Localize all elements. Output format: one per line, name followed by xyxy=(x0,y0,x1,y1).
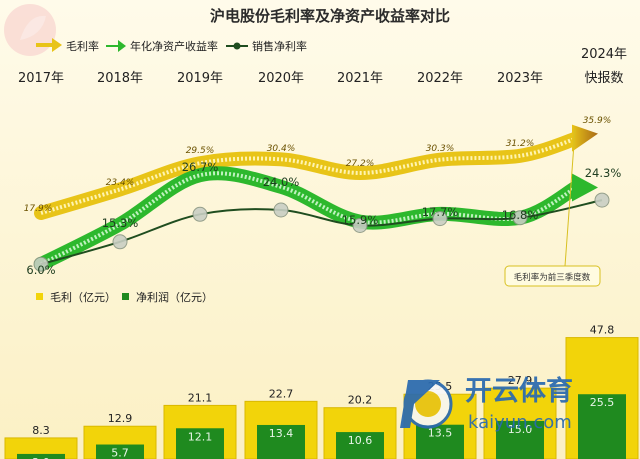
watermark-brand: 开云体育 xyxy=(465,375,573,407)
net-margin-point-3 xyxy=(273,202,289,218)
line-legend: 毛利率 年化净资产收益率 销售净利率 xyxy=(36,38,307,53)
gross-margin-label-2: 29.5% xyxy=(186,146,215,156)
net-profit-label-3: 13.4 xyxy=(269,427,294,440)
net-profit-label-0: 2.0 xyxy=(32,456,50,459)
gross-margin-ribbon-highlight xyxy=(40,136,577,215)
gross-margin-label-3: 30.4% xyxy=(267,144,296,154)
net-profit-bar-3 xyxy=(257,424,305,459)
gross-profit-label-3: 22.7 xyxy=(269,387,294,400)
roe-ribbon-highlight xyxy=(40,171,578,266)
annotation-text: 毛利率为前三季度数 xyxy=(514,272,591,283)
year-label-last-1: 快报数 xyxy=(584,71,623,86)
net-profit-bar-1 xyxy=(96,444,144,459)
annotation: 毛利率为前三季度数 xyxy=(504,129,601,287)
legend-gross-margin: 毛利率 xyxy=(36,38,99,53)
year-label-0: 2017年 xyxy=(18,71,64,86)
roe-label-3: 24.0% xyxy=(263,175,300,189)
gross-profit-label-0: 8.3 xyxy=(32,424,50,437)
line-chart: 17.9% 23.4% 29.5% 30.4% 27.2% 30.3% 31.2% 35.9%… xyxy=(24,116,622,277)
roe-label-4: 15.9% xyxy=(342,213,379,227)
roe-label-5: 17.7% xyxy=(422,205,459,219)
annotation-leader-line xyxy=(564,129,576,267)
roe-label-1: 15.3% xyxy=(102,216,139,230)
gross-margin-label-7: 35.9% xyxy=(583,116,612,126)
year-label-3: 2020年 xyxy=(258,71,304,86)
watermark: 开云体育 kaiyun.com xyxy=(400,375,573,433)
net-margin-point-0 xyxy=(33,256,49,272)
net-profit-label-6: 15.0 xyxy=(508,423,533,436)
roe-label-0: 6.0% xyxy=(26,263,55,277)
legend-net-margin-label: 销售净利率 xyxy=(252,39,307,53)
net-profit-label-7: 25.5 xyxy=(590,396,615,409)
gross-profit-label-4: 20.2 xyxy=(348,394,373,407)
gross-margin-label-5: 30.3% xyxy=(426,144,455,154)
legend-gross-profit-label: 毛利（亿元） xyxy=(50,291,116,304)
green-arrow-icon xyxy=(106,40,126,52)
gross-margin-arrow-icon xyxy=(572,124,598,152)
roe-label-7: 24.3% xyxy=(585,166,622,180)
chart-title: 沪电股份毛利率及净资产收益率对比 xyxy=(210,7,450,25)
net-margin-point-4 xyxy=(352,218,368,233)
dark-marker-icon xyxy=(233,42,241,50)
legend-gross-profit-swatch xyxy=(36,293,43,300)
year-label-4: 2021年 xyxy=(337,71,383,86)
net-profit-bar-6 xyxy=(496,420,544,459)
net-profit-bar-4 xyxy=(336,432,384,459)
gross-margin-label-4: 27.2% xyxy=(346,159,375,169)
gross-profit-label-6: 27.9 xyxy=(508,374,533,387)
watermark-domain: kaiyun.com xyxy=(468,412,572,433)
net-profit-bar-5 xyxy=(416,424,464,459)
net-profit-label-1: 5.7 xyxy=(111,447,129,459)
net-profit-bar-7 xyxy=(578,394,626,459)
legend-gross-margin-label: 毛利率 xyxy=(66,39,99,53)
gross-margin-label-6: 31.2% xyxy=(506,139,535,149)
legend-net-margin: 销售净利率 xyxy=(226,39,307,53)
net-profit-label-2: 12.1 xyxy=(188,430,213,443)
year-label-6: 2023年 xyxy=(497,71,543,86)
legend-roe: 年化净资产收益率 xyxy=(106,39,218,53)
net-profit-label-4: 10.6 xyxy=(348,434,373,447)
gold-arrow-icon xyxy=(36,38,62,52)
net-margin-point-7 xyxy=(594,192,610,208)
year-label-5: 2022年 xyxy=(417,71,463,86)
net-profit-bar-2 xyxy=(176,428,224,459)
net-profit-bar-0 xyxy=(17,453,65,459)
net-margin-point-6 xyxy=(512,210,528,226)
gross-profit-label-2: 21.1 xyxy=(188,391,213,404)
gross-margin-label-0: 17.9% xyxy=(24,204,53,214)
roe-label-6: 16.8% xyxy=(502,208,539,222)
gross-profit-label-1: 12.9 xyxy=(108,412,133,425)
roe-arrow-icon xyxy=(572,173,598,202)
legend-net-profit-swatch xyxy=(122,293,129,300)
legend-roe-label: 年化净资产收益率 xyxy=(130,39,218,53)
annotation-box xyxy=(504,265,601,287)
bar-legend: 毛利（亿元） 净利润（亿元） xyxy=(36,290,213,304)
legend-net-profit-label: 净利润（亿元） xyxy=(136,290,213,304)
net-margin-point-5 xyxy=(432,211,448,227)
gross-margin-label-1: 23.4% xyxy=(106,178,135,188)
year-label-1: 2018年 xyxy=(97,71,143,86)
net-margin-point-1 xyxy=(112,234,128,250)
category-axis: 2017年 2018年 2019年 2020年 2021年 2022年 2023年 2024年… xyxy=(18,47,627,86)
logo-leaf-icon xyxy=(4,4,56,56)
year-label-2: 2019年 xyxy=(177,71,223,86)
year-label-last-0: 2024年 xyxy=(581,47,627,62)
gross-profit-bar-0 xyxy=(4,437,78,459)
net-profit-label-5: 13.5 xyxy=(428,427,453,440)
roe-label-2: 26.7% xyxy=(182,160,219,174)
gross-profit-label-7: 47.8 xyxy=(590,324,615,337)
net-margin-point-2 xyxy=(192,206,208,222)
